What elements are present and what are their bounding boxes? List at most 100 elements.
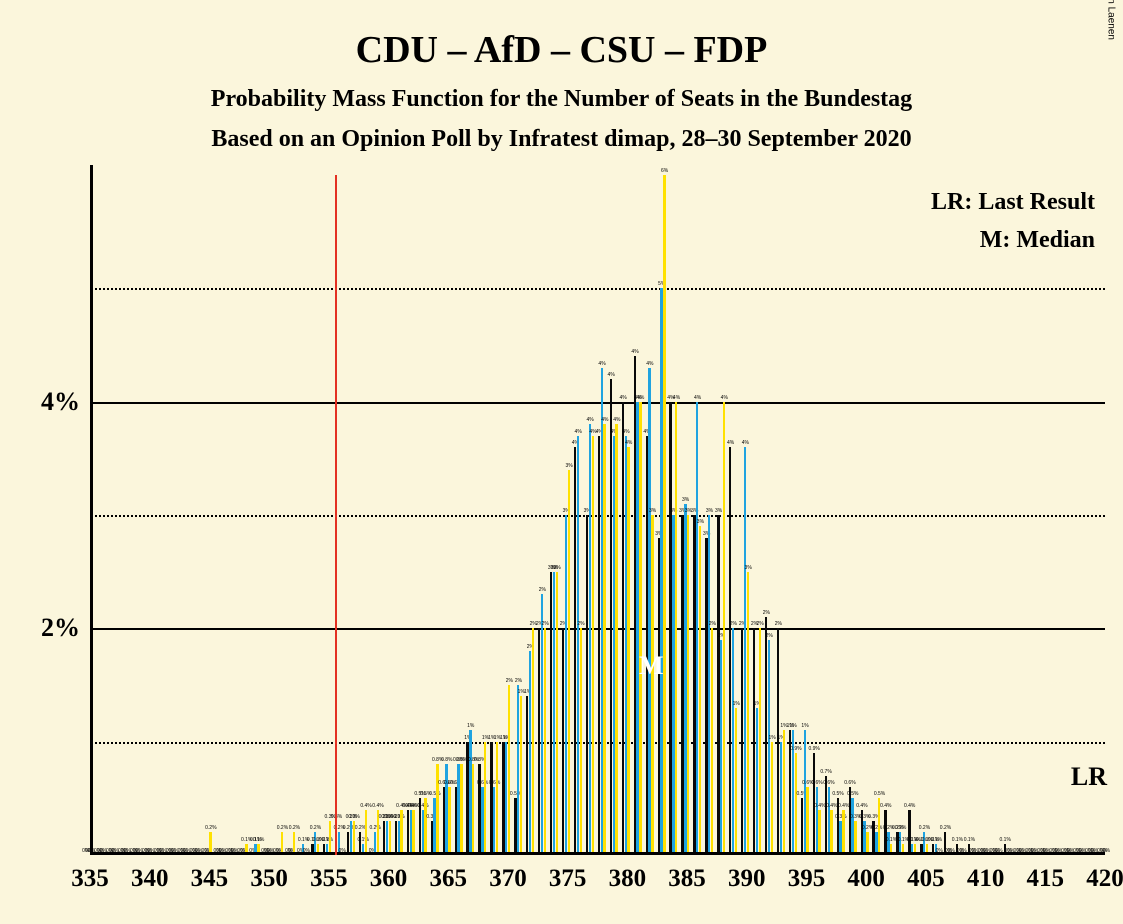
bar-csu [699,526,701,855]
bar-csu [806,787,808,855]
bar-value-label: 4% [601,417,608,423]
bar-csu [544,628,546,855]
bar-csu [460,764,462,855]
bar-value-label: 0.6% [489,780,500,786]
x-tick-label: 395 [788,865,826,893]
bar-value-label: 1% [733,701,740,707]
bar-value-label: 3% [715,508,722,514]
bar-value-label: 4% [625,440,632,446]
bar-value-label: 4% [727,440,734,446]
bar-value-label: 0.2% [205,825,216,831]
x-tick-label: 355 [310,865,348,893]
bar-csu [675,402,677,855]
bar-value-label: 0.5% [832,791,843,797]
bar-csu [520,696,522,855]
bar-csu [795,753,797,855]
bar-value-label: 2% [506,678,513,684]
bar-value-label: 2% [763,610,770,616]
bar-value-label: 4% [622,429,629,435]
bar-value-label: 3% [745,565,752,571]
lr-axis-label: LR [1071,762,1107,792]
bar-value-label: 1% [768,735,775,741]
bar-value-label: 4% [598,361,605,367]
bar-value-label: 1% [801,723,808,729]
chart-subtitle-1: Probability Mass Function for the Number… [0,86,1123,113]
bar-value-label: 2% [709,621,716,627]
bar-value-label: 0.8% [441,757,452,763]
bar-csu [639,402,641,855]
bar-value-label: 0.2% [277,825,288,831]
bar-value-label: 0.4% [372,803,383,809]
bar-value-label: 4% [694,395,701,401]
bar-value-label: 0.9% [790,746,801,752]
bar-value-label: 0.3% [393,814,404,820]
chart-title: CDU – AfD – CSU – FDP [0,28,1123,72]
bar-csu [389,821,391,855]
bar-csu [508,685,510,855]
plot-area: 0%0%0%0%0%0%0%0%0%0%0%0%0%0%0%0%0%0%0%0%… [90,175,1105,855]
bar-value-label: 4% [721,395,728,401]
bar-csu [615,424,617,855]
bar-value-label: 4% [613,417,620,423]
bar-value-label: 3% [697,519,704,525]
bar-value-label: 0.4% [880,803,891,809]
bar-value-label: 2% [577,621,584,627]
bar-csu [723,402,725,855]
bar-value-label: 0.4% [417,803,428,809]
bar-value-label: 4% [646,361,653,367]
y-axis [90,165,93,855]
bar-csu [436,764,438,855]
bar-csu [580,628,582,855]
bar-value-label: 0.4% [856,803,867,809]
bar-value-label: 2% [756,621,763,627]
x-tick-label: 360 [370,865,408,893]
bar-value-label: 0.6% [844,780,855,786]
bar-value-label: 0.2% [895,825,906,831]
bar-value-label: 0.9% [808,746,819,752]
bar-value-label: 0.6% [823,780,834,786]
x-tick-label: 400 [847,865,885,893]
x-tick-label: 340 [131,865,169,893]
bar-value-label: 0.2% [289,825,300,831]
x-tick-label: 420 [1086,865,1123,893]
bar-value-label: 0.1% [931,837,942,843]
last-result-line [335,175,337,855]
bar-value-label: 0.3% [348,814,359,820]
x-tick-label: 375 [549,865,587,893]
bar-value-label: 2% [539,587,546,593]
bar-value-label: 1% [467,723,474,729]
bar-csu [663,175,665,855]
bar-value-label: 3% [649,508,656,514]
bar-csu [747,572,749,855]
bar-csu [818,810,820,855]
bar-value-label: 0.5% [874,791,885,797]
bar-value-label: 0.1% [322,837,333,843]
bar-value-label: 2% [766,633,773,639]
bar-csu [759,628,761,855]
x-tick-label: 335 [71,865,109,893]
x-tick-label: 345 [191,865,229,893]
x-tick-label: 380 [609,865,647,893]
bar-value-label: 3% [565,463,572,469]
bar-csu [365,810,367,855]
bar-csu [556,572,558,855]
bars-layer: 0%0%0%0%0%0%0%0%0%0%0%0%0%0%0%0%0%0%0%0%… [90,175,1105,855]
bar-value-label: 0.6% [477,780,488,786]
median-marker: M [639,651,664,681]
bar-value-label: 3% [682,497,689,503]
bar-csu [627,447,629,855]
bar-csu [424,798,426,855]
bar-csu [854,821,856,855]
legend-lr: LR: Last Result [931,189,1095,216]
bar-csu [496,742,498,855]
bar-value-label: 0.5% [847,791,858,797]
bar-value-label: 2% [775,621,782,627]
x-tick-label: 350 [250,865,288,893]
bar-csu [412,810,414,855]
bar-csu [735,708,737,855]
bar-csu [687,515,689,855]
bar-value-label: 6% [661,168,668,174]
bar-value-label: 4% [586,417,593,423]
bar-csu [592,436,594,855]
bar-value-label: 0.2% [310,825,321,831]
